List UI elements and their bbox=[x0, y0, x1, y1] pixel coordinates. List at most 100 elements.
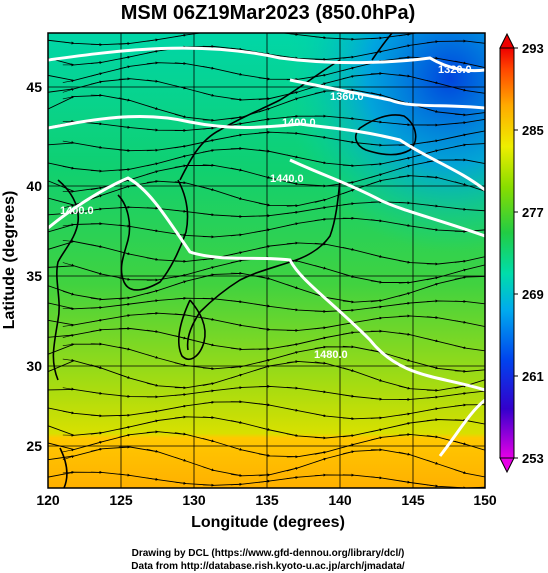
wind-arrow bbox=[314, 206, 327, 210]
wind-arrow bbox=[118, 224, 131, 228]
wind-arrow bbox=[62, 204, 75, 209]
wind-arrow bbox=[62, 262, 75, 267]
wind-arrow bbox=[62, 140, 75, 144]
wind-arrow bbox=[370, 162, 383, 166]
wind-arrow bbox=[398, 55, 411, 59]
wind-arrow bbox=[118, 97, 131, 102]
streamline bbox=[48, 33, 420, 46]
credit-drawing: Drawing by DCL (https://www.gfd-dennou.o… bbox=[132, 548, 405, 559]
wind-arrow bbox=[454, 320, 467, 324]
wind-arrow bbox=[342, 75, 355, 79]
wind-arrow bbox=[62, 387, 75, 391]
wind-arrow bbox=[118, 149, 131, 153]
wind-arrow bbox=[90, 61, 103, 65]
wind-arrow bbox=[90, 297, 103, 301]
wind-arrow bbox=[342, 434, 355, 438]
wind-arrow bbox=[398, 281, 411, 285]
wind-arrow bbox=[202, 163, 215, 167]
wind-arrow bbox=[426, 282, 439, 288]
wind-arrow bbox=[202, 416, 215, 419]
wind-arrow bbox=[230, 300, 243, 304]
contour-label-1480: 1480.0 bbox=[314, 349, 348, 361]
wind-arrow bbox=[118, 374, 131, 379]
wind-arrow bbox=[314, 457, 327, 463]
wind-arrow bbox=[174, 280, 187, 286]
colorbar-max-arrow bbox=[499, 32, 515, 49]
wind-arrow bbox=[314, 390, 327, 394]
wind-arrow bbox=[230, 115, 243, 120]
wind-arrow bbox=[286, 386, 299, 390]
wind-arrow bbox=[370, 280, 383, 284]
wind-arrow bbox=[314, 217, 327, 221]
wind-arrow bbox=[370, 219, 383, 223]
wind-arrow bbox=[426, 418, 439, 422]
wind-arrow bbox=[62, 239, 75, 243]
wind-arrow bbox=[146, 170, 159, 175]
wind-arrow bbox=[230, 233, 243, 237]
wind-arrow bbox=[203, 31, 214, 32]
wind-arrow bbox=[258, 479, 271, 483]
wind-arrow bbox=[258, 228, 271, 232]
wind-arrow bbox=[62, 358, 75, 362]
wind-arrow bbox=[258, 473, 271, 477]
y-tick-label: 45 bbox=[26, 79, 42, 95]
wind-arrow bbox=[398, 260, 411, 264]
contour-label-1440: 1440.0 bbox=[270, 173, 304, 185]
y-tick-label: 40 bbox=[26, 178, 42, 194]
y-axis-label: Latitude (degrees) bbox=[1, 191, 18, 330]
wind-arrow bbox=[146, 206, 159, 210]
wind-arrow bbox=[146, 148, 159, 152]
wind-arrow bbox=[258, 403, 271, 407]
wind-streamlines bbox=[48, 31, 485, 488]
wind-arrow bbox=[90, 364, 103, 369]
wind-arrow bbox=[174, 393, 187, 397]
wind-arrow bbox=[314, 160, 327, 165]
x-tick-labels: 120 125 130 135 140 145 150 bbox=[36, 492, 497, 508]
wind-arrow bbox=[146, 299, 159, 303]
wind-arrow bbox=[398, 123, 411, 127]
colorbar-scale bbox=[499, 47, 515, 459]
wind-arrow bbox=[230, 482, 243, 486]
wind-arrow bbox=[370, 376, 383, 382]
wind-arrow bbox=[286, 204, 299, 208]
wind-arrow bbox=[202, 257, 215, 261]
wind-arrow bbox=[370, 397, 383, 401]
wind-arrow bbox=[286, 284, 299, 289]
wind-arrow bbox=[90, 318, 103, 323]
wind-arrow bbox=[118, 77, 131, 81]
wind-arrow bbox=[286, 56, 299, 60]
wind-arrow bbox=[146, 38, 159, 42]
wind-arrow bbox=[146, 79, 159, 83]
wind-arrow bbox=[454, 418, 467, 422]
wind-arrow bbox=[146, 448, 159, 453]
wind-arrow bbox=[426, 435, 439, 439]
wind-arrow bbox=[342, 55, 355, 59]
wind-arrow bbox=[454, 403, 467, 407]
wind-arrow bbox=[230, 373, 243, 379]
wind-arrow bbox=[118, 314, 131, 318]
plot-frame bbox=[47, 32, 486, 489]
wind-arrow bbox=[90, 80, 103, 85]
contour-label-1400-b: 1400.0 bbox=[60, 205, 94, 217]
wind-arrow bbox=[202, 382, 215, 386]
wind-arrow bbox=[62, 343, 75, 347]
x-tick-label: 140 bbox=[328, 492, 352, 508]
contour-1400 bbox=[48, 114, 485, 192]
wind-arrow bbox=[62, 79, 75, 83]
wind-arrow bbox=[90, 431, 103, 435]
wind-arrow bbox=[398, 174, 411, 178]
wind-arrow bbox=[174, 61, 187, 65]
wind-arrow bbox=[118, 168, 131, 171]
coast-hokkaido bbox=[354, 114, 417, 156]
wind-arrow bbox=[370, 305, 383, 309]
x-tick-label: 130 bbox=[182, 492, 206, 508]
wind-arrow bbox=[90, 414, 103, 418]
wind-arrow bbox=[202, 118, 215, 122]
wind-arrow bbox=[342, 367, 355, 372]
wind-arrow bbox=[370, 476, 383, 480]
wind-arrow bbox=[454, 345, 467, 350]
wind-arrow bbox=[398, 451, 411, 456]
wind-arrow bbox=[90, 244, 103, 248]
wind-arrow bbox=[230, 133, 243, 137]
wind-arrow bbox=[202, 186, 215, 191]
